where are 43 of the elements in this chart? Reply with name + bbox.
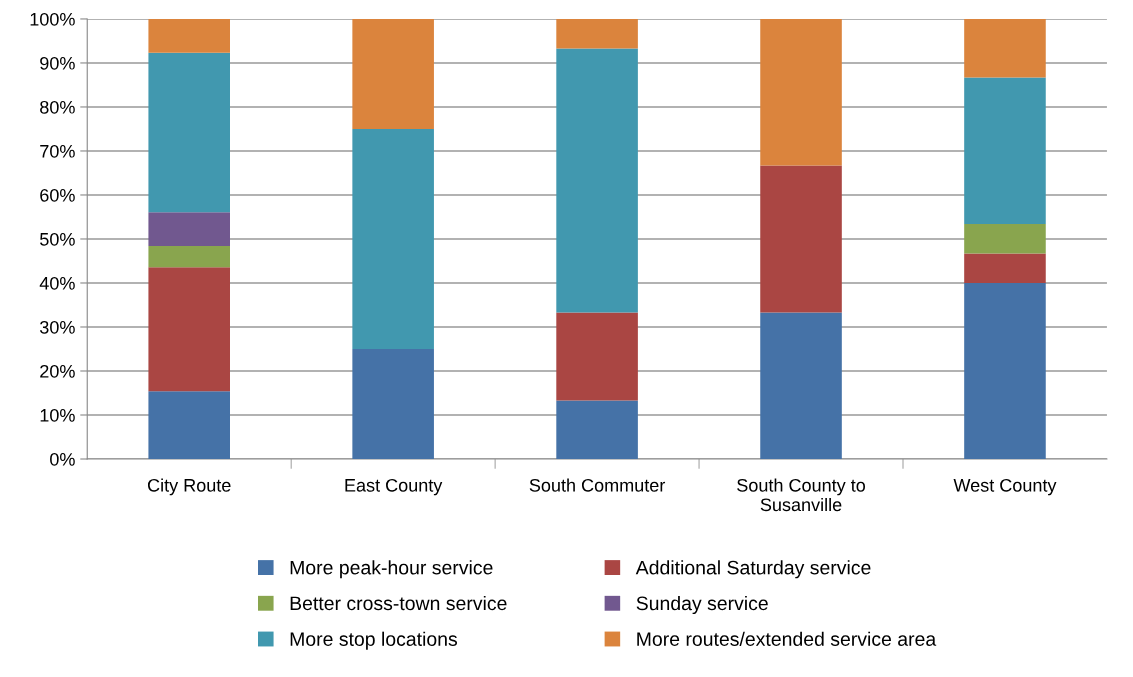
bar [760,312,842,460]
y-tick-label: 60% [40,188,75,202]
bar [148,18,230,53]
y-tick-label: 90% [40,56,75,70]
bar [760,165,842,313]
bar [964,224,1046,254]
bar [964,282,1046,460]
x-tick-label: West County [953,478,1057,496]
y-tick-label: 0% [50,452,75,466]
legend-label: Sunday service [636,595,768,615]
bar [556,18,638,49]
y-tick-label: 40% [39,276,75,290]
bar [556,312,638,401]
x-tick-label: City Route [147,478,231,496]
bar [964,77,1046,225]
legend-label: More peak-hour service [290,560,493,579]
bar [556,48,638,313]
y-tick-label: 10% [40,408,75,422]
y-tick-label: 70% [40,144,75,158]
legend-label: More routes/extended service area [637,631,937,646]
bar [148,391,230,460]
x-tick-label: South Commuter [529,478,666,492]
bar [148,212,230,247]
bar [148,52,230,213]
bar [148,246,230,268]
y-tick-label: 100% [30,12,75,26]
legend-label: More stop locations [290,631,458,650]
bar [352,128,434,349]
x-tick-label: South County to Susanville [737,478,866,512]
bar [556,400,638,460]
y-tick-label: 50% [40,232,75,246]
y-tick-label: 20% [40,364,75,378]
bar [964,18,1046,78]
bar [148,267,230,392]
x-tick-label: East County [345,478,443,496]
legend-label: Additional Saturday service [635,560,871,579]
y-tick-label: 80% [40,100,75,114]
bar [352,348,434,460]
bar [760,18,842,166]
bar [964,253,1046,283]
y-tick-label: 30% [39,320,75,334]
legend-label: Better cross-town service [290,595,507,611]
bar [352,18,434,129]
